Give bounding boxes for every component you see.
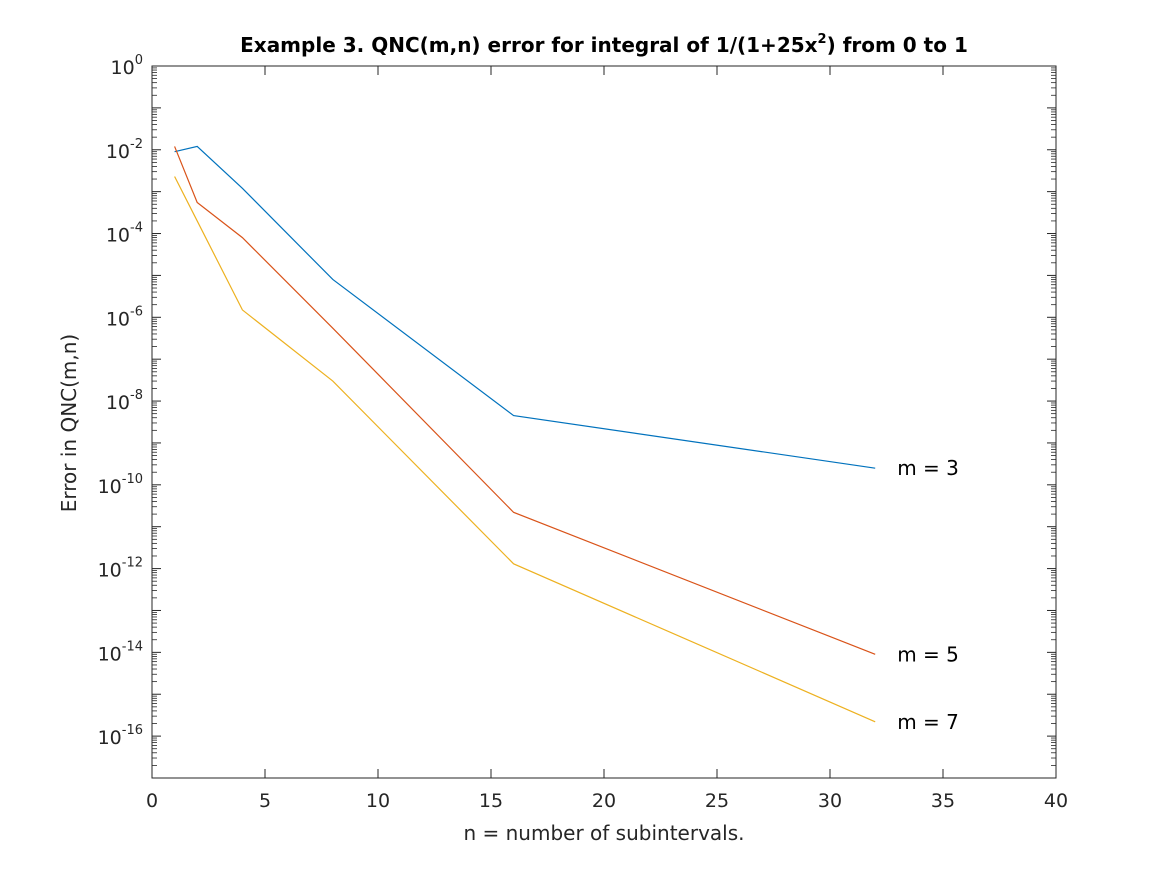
- y-tick-label: 10-10: [98, 472, 143, 498]
- plot-area: [152, 66, 1056, 778]
- y-tick-label: 10-4: [106, 221, 143, 247]
- series-line-m7: [174, 176, 876, 723]
- y-tick-label: 10-2: [106, 137, 143, 163]
- series-label: m = 5: [897, 642, 959, 666]
- series-label: m = 3: [897, 456, 959, 480]
- y-tick-label: 10-12: [98, 556, 143, 582]
- y-tick-label: 10-14: [98, 639, 143, 665]
- x-tick-label: 30: [818, 790, 842, 812]
- series-line-m5: [174, 146, 876, 655]
- x-tick-label: 40: [1044, 790, 1068, 812]
- series-layer: [174, 145, 876, 723]
- chart-title-prefix: Example 3. QNC(m,n) error for integral o…: [240, 33, 818, 57]
- x-tick-label: 0: [146, 790, 158, 812]
- y-tick-label: 10-6: [106, 304, 143, 330]
- x-tick-label: 5: [259, 790, 271, 812]
- y-tick-label: 100: [111, 53, 143, 79]
- x-tick-label: 20: [592, 790, 616, 812]
- axes-layer: 0 5 10 15 20 25 30 35 40 100 10-2 10-4 10-6 10-8 10-10…: [98, 53, 1069, 812]
- x-tick-label: 35: [931, 790, 955, 812]
- y-tick-label: 10-8: [106, 388, 143, 414]
- chart-title-superscript: 2: [818, 32, 827, 47]
- chart-title-suffix: ) from 0 to 1: [827, 33, 968, 57]
- x-tick-label: 10: [366, 790, 390, 812]
- chart-title: Example 3. QNC(m,n) error for integral o…: [240, 32, 968, 57]
- series-label: m = 7: [897, 710, 959, 734]
- series-line-m3: [174, 145, 876, 469]
- y-axis-label: Error in QNC(m,n): [57, 334, 81, 513]
- series-labels: m = 3 m = 5 m = 7: [897, 456, 959, 734]
- x-axis-label: n = number of subintervals.: [463, 821, 744, 845]
- x-tick-label: 25: [705, 790, 729, 812]
- x-tick-label: 15: [479, 790, 503, 812]
- y-tick-label: 10-16: [98, 723, 143, 749]
